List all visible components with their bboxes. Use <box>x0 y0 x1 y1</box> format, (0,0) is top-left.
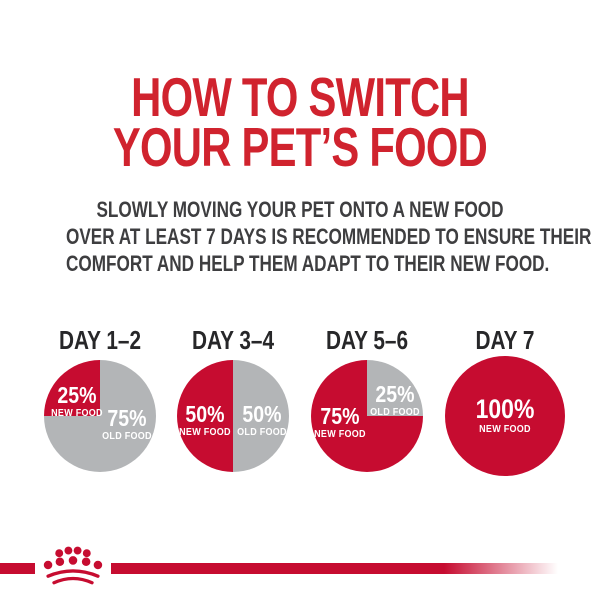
royal-canin-crown-icon <box>43 546 103 585</box>
day-3-4-old-food-segment: 50% OLD FOOD <box>234 403 289 438</box>
day-1-2-old-food-segment: 75% OLD FOOD <box>99 407 154 442</box>
day-5-6-pie-chart <box>311 360 423 472</box>
day-1-2-chart-group: DAY 1–2 25% NEW FOOD 75% OLD FOOD <box>25 322 175 504</box>
day-7-label: DAY 7 <box>475 325 535 355</box>
day-1-2-label: DAY 1–2 <box>58 325 142 355</box>
old-food-label: OLD FOOD <box>370 407 420 418</box>
new-food-label: NEW FOOD <box>179 427 231 438</box>
new-food-percent: 50% <box>185 401 225 427</box>
day-5-6-chart-group: DAY 5–6 75% NEW FOOD 25% OLD FOOD <box>292 322 442 504</box>
day-1-2-new-food-segment: 25% NEW FOOD <box>48 384 105 419</box>
footer-stripe <box>0 563 600 574</box>
new-food-label: NEW FOOD <box>479 424 531 435</box>
intro-line-1: SLOWLY MOVING YOUR PET ONTO A NEW FOOD <box>96 197 504 222</box>
page-title: HOW TO SWITCH YOUR PET’S FOOD <box>0 66 600 178</box>
crown-logo-box <box>35 542 111 592</box>
day-3-4-label: DAY 3–4 <box>191 325 275 355</box>
title-line-1: HOW TO SWITCH <box>131 66 469 128</box>
new-food-label: NEW FOOD <box>51 408 103 419</box>
new-food-label: NEW FOOD <box>314 429 366 440</box>
day-5-6-new-food-segment: 75% NEW FOOD <box>311 405 368 440</box>
day-5-6-old-food-segment: 25% OLD FOOD <box>367 383 422 418</box>
old-food-percent: 50% <box>242 401 282 427</box>
new-food-percent: 75% <box>320 403 360 429</box>
old-food-label: OLD FOOD <box>102 431 152 442</box>
old-food-percent: 25% <box>375 381 415 407</box>
day-3-4-pie-chart <box>177 360 289 472</box>
intro-text: SLOWLY MOVING YOUR PET ONTO A NEW FOOD O… <box>0 196 600 277</box>
new-food-percent: 100% <box>475 394 535 424</box>
day-3-4-new-food-segment: 50% NEW FOOD <box>176 403 233 438</box>
day-1-2-pie-chart <box>44 360 156 472</box>
title-line-2: YOUR PET’S FOOD <box>112 116 488 178</box>
old-food-percent: 75% <box>107 405 147 431</box>
day-5-6-label: DAY 5–6 <box>325 325 409 355</box>
old-food-label: OLD FOOD <box>237 427 287 438</box>
day-7-new-food-segment: 100% NEW FOOD <box>470 396 539 435</box>
day-3-4-chart-group: DAY 3–4 50% NEW FOOD 50% OLD FOOD <box>158 322 308 504</box>
intro-line-2: OVER AT LEAST 7 DAYS IS RECOMMENDED TO E… <box>66 224 592 249</box>
new-food-percent: 25% <box>57 382 97 408</box>
intro-line-3: COMFORT AND HELP THEM ADAPT TO THEIR NEW… <box>66 251 550 276</box>
day-7-pie-chart <box>445 356 565 476</box>
day-7-chart-group: DAY 7 100% NEW FOOD <box>430 322 580 504</box>
